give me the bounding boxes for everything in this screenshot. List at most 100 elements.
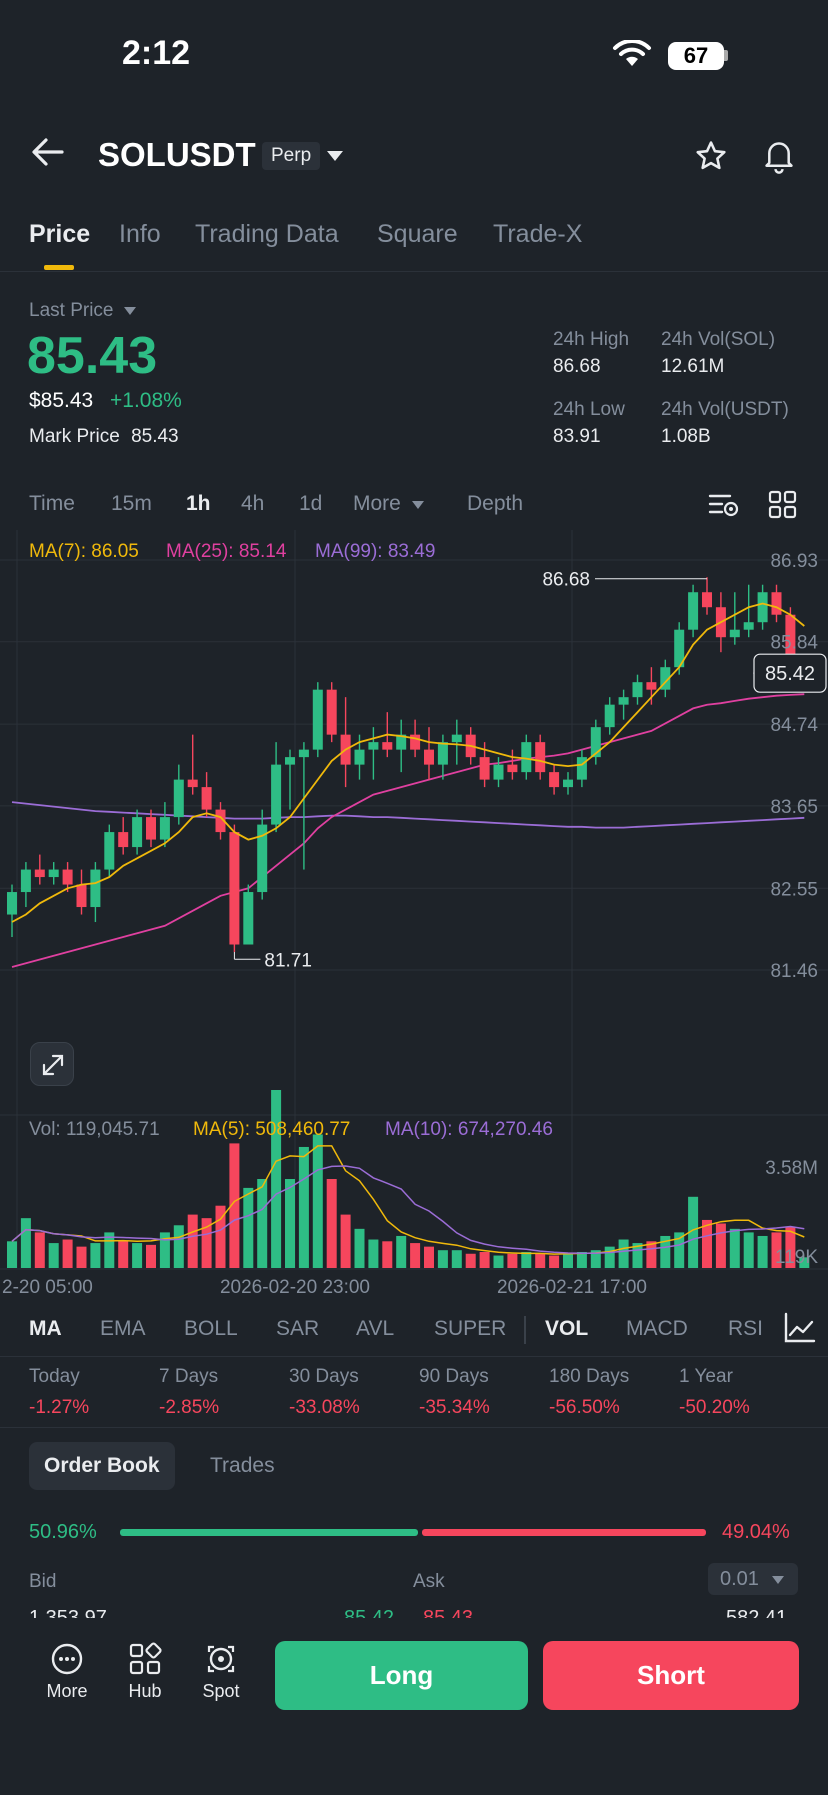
bid-percentage: 50.96%	[29, 1521, 97, 1543]
candle-body	[229, 832, 240, 945]
volume-bar	[396, 1235, 407, 1268]
indicator-tab-ema[interactable]: EMA	[100, 1317, 146, 1340]
perf-value-180d: -56.50%	[549, 1397, 620, 1418]
precision-select[interactable]: 0.01	[708, 1563, 798, 1595]
volume-bar	[702, 1219, 712, 1268]
hub-button[interactable]: Hub	[118, 1642, 172, 1702]
mark-price-label: Mark Price	[29, 426, 120, 447]
candle-body	[521, 742, 532, 773]
short-button[interactable]: Short	[543, 1641, 799, 1710]
candle	[646, 667, 657, 705]
volume-bar	[326, 1179, 337, 1268]
candle-body	[215, 809, 226, 833]
tab-square[interactable]: Square	[377, 220, 458, 248]
candle-body	[688, 592, 699, 630]
expand-icon	[42, 1054, 64, 1076]
candle-body	[702, 592, 712, 608]
tab-trading-data[interactable]: Trading Data	[195, 220, 339, 248]
candle	[424, 727, 434, 780]
tab-price[interactable]: Price	[29, 220, 91, 248]
indicator-settings-button[interactable]	[768, 1304, 828, 1354]
long-button[interactable]: Long	[275, 1641, 528, 1710]
candlestick-chart[interactable]: 86.93 85.84 84.74 83.65 82.55 81.46 3.58M 119K 2…	[0, 530, 828, 1310]
last-price-value: 85.43	[27, 327, 158, 385]
interval-4h[interactable]: 4h	[241, 492, 265, 515]
candle-body	[410, 734, 421, 750]
interval-more[interactable]: More	[353, 492, 425, 516]
indicator-tab-vol[interactable]: VOL	[545, 1317, 589, 1340]
current-price-label: 85.42	[765, 663, 815, 685]
tab-trades[interactable]: Trades	[210, 1454, 275, 1477]
last-price-selector[interactable]: Last Price	[29, 300, 137, 322]
ma99-line	[11, 801, 805, 829]
symbol-dropdown-icon[interactable]	[326, 150, 344, 162]
volume-bar	[451, 1250, 462, 1268]
interval-15m[interactable]: 15m	[111, 492, 152, 515]
candle-body	[257, 824, 268, 893]
candle-body	[729, 629, 740, 638]
volume-bar	[312, 1134, 323, 1268]
mark-price-value: 85.43	[131, 426, 179, 447]
interval-1d[interactable]: 1d	[299, 492, 323, 515]
indicator-tab-avl[interactable]: AVL	[356, 1317, 395, 1340]
interval-depth[interactable]: Depth	[467, 492, 524, 515]
candle	[437, 734, 448, 780]
candle	[243, 884, 254, 945]
candle	[187, 734, 198, 795]
candle-body	[368, 742, 379, 750]
price-axis-label: 86.93	[770, 551, 818, 572]
volume-bar	[382, 1241, 393, 1268]
volume-bar	[799, 1257, 810, 1268]
ma7-label: MA(7): 86.05	[29, 541, 139, 562]
ask-column-header: Ask	[413, 1571, 445, 1592]
candle	[326, 682, 337, 743]
indicator-tab-super[interactable]: SUPER	[434, 1317, 507, 1340]
candle-body	[757, 592, 768, 623]
spot-icon	[207, 1645, 235, 1673]
volume-bar	[590, 1250, 601, 1268]
tab-trade-x[interactable]: Trade-X	[493, 220, 583, 248]
indicator-tab-rsi[interactable]: RSI	[728, 1317, 764, 1340]
candle-body	[298, 749, 309, 758]
candle	[660, 659, 671, 698]
tab-info[interactable]: Info	[119, 220, 161, 248]
candle	[90, 862, 101, 923]
volume-bar	[62, 1239, 73, 1268]
spot-button[interactable]: Spot	[194, 1642, 248, 1702]
symbol-title[interactable]: SOLUSDT	[98, 136, 256, 173]
volume-bar	[563, 1253, 573, 1268]
perf-value-1y: -50.20%	[679, 1397, 750, 1418]
fullscreen-button[interactable]	[30, 1042, 74, 1086]
candle	[340, 697, 351, 788]
indicator-tab-macd[interactable]: MACD	[626, 1317, 688, 1340]
interval-time[interactable]: Time	[29, 492, 75, 515]
candle	[771, 584, 782, 623]
more-button[interactable]: More	[40, 1642, 94, 1702]
favorite-star-icon[interactable]	[694, 139, 728, 173]
tab-order-book[interactable]: Order Book	[29, 1442, 175, 1490]
bid-ratio-bar	[120, 1529, 418, 1536]
ma25-polyline	[11, 693, 805, 968]
indicator-tab-ma[interactable]: MA	[29, 1317, 62, 1340]
candle-body	[62, 869, 73, 885]
back-arrow-icon[interactable]	[30, 136, 66, 168]
candle-body	[201, 787, 212, 810]
candle-body	[76, 884, 87, 908]
candle	[451, 719, 462, 765]
volume-bar	[535, 1253, 546, 1268]
layout-grid-icon[interactable]	[768, 490, 798, 520]
candle	[702, 577, 712, 615]
indicator-tab-boll[interactable]: BOLL	[184, 1317, 238, 1340]
candles	[7, 577, 810, 953]
volume-bar	[187, 1214, 198, 1268]
interval-1h[interactable]: 1h	[186, 492, 211, 515]
volume-bar	[493, 1255, 504, 1268]
hub-label: Hub	[128, 1681, 162, 1701]
chevron-down-icon	[411, 501, 424, 509]
volume-bar	[257, 1179, 268, 1268]
chart-settings-icon[interactable]	[708, 490, 740, 520]
bell-icon[interactable]	[762, 138, 796, 174]
volume-bars	[7, 1090, 810, 1268]
indicator-tab-sar[interactable]: SAR	[276, 1317, 320, 1340]
battery-indicator: 67	[668, 42, 724, 70]
